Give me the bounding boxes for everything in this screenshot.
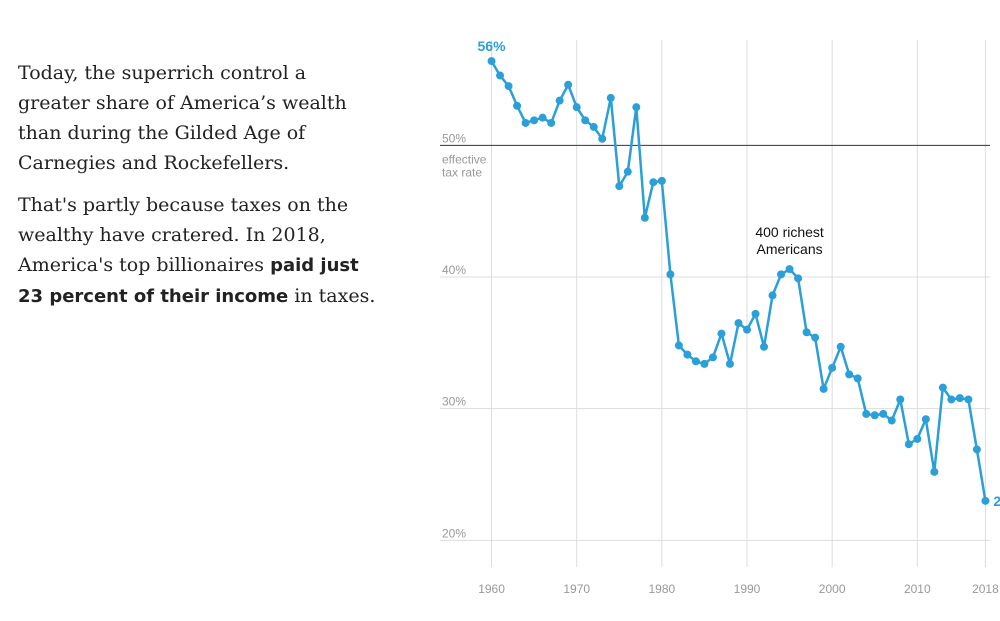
data-point: [887, 416, 896, 425]
data-point: [964, 395, 973, 404]
data-point: [632, 103, 641, 112]
gridlines: [440, 40, 990, 567]
axis-ticks: 20% 30% 40% 50% 1960 1970 1980 1990 2000 2010 2018: [442, 131, 999, 596]
data-point: [760, 342, 769, 351]
x-tick-label: 2000: [819, 582, 846, 596]
data-point: [845, 370, 854, 379]
data-point: [538, 113, 547, 122]
data-point: [555, 96, 564, 105]
data-point: [615, 182, 624, 191]
data-point: [794, 274, 803, 283]
data-point: [811, 333, 820, 342]
series-annotation: Americans: [757, 241, 823, 257]
reference-line-label: effective: [442, 152, 487, 166]
data-point: [828, 363, 837, 372]
data-point: [725, 359, 734, 368]
data-point: [879, 409, 888, 418]
data-point: [938, 383, 947, 392]
data-point: [513, 101, 522, 110]
data-point: [751, 309, 760, 318]
data-point: [504, 82, 513, 91]
data-point: [913, 434, 922, 443]
data-point: [708, 353, 717, 362]
intro-text: Today, the superrich control a greater s…: [18, 58, 378, 324]
data-point: [785, 265, 794, 274]
data-point: [853, 374, 862, 383]
x-tick-label: 1970: [563, 582, 590, 596]
series-lines: [490, 60, 987, 502]
data-point: [972, 445, 981, 454]
x-tick-label: 1960: [478, 582, 505, 596]
data-point: [521, 118, 530, 127]
data-point: [981, 496, 990, 505]
data-point: [836, 342, 845, 351]
data-point: [802, 328, 811, 337]
data-point: [606, 93, 615, 102]
data-point: [930, 467, 939, 476]
x-tick-label: 1980: [648, 582, 675, 596]
end-value-label: 23%: [993, 493, 1000, 509]
data-point: [691, 357, 700, 366]
data-point: [564, 80, 573, 89]
data-point: [717, 329, 726, 338]
data-point: [674, 341, 683, 350]
data-point: [777, 270, 786, 279]
data-point: [743, 325, 751, 334]
y-tick-label: 20%: [442, 526, 466, 540]
y-tick-label: 50%: [442, 131, 466, 145]
data-point: [657, 176, 666, 185]
data-point: [640, 213, 649, 222]
x-tick-label: 2018: [972, 582, 999, 596]
y-tick-label: 40%: [442, 263, 466, 277]
data-point: [734, 319, 743, 328]
data-point: [768, 291, 777, 300]
data-point: [487, 57, 496, 66]
data-point: [921, 415, 930, 424]
intro-paragraph-1: Today, the superrich control a greater s…: [18, 62, 347, 174]
intro-paragraph-2-start: That's partly because taxes on the wealt…: [18, 194, 349, 276]
y-tick-label: 30%: [442, 395, 466, 409]
data-point: [530, 116, 539, 125]
data-point: [598, 134, 607, 143]
data-point: [589, 122, 598, 131]
intro-paragraph-2-emphasis: paid just 23 percent of their income: [18, 255, 359, 307]
data-point: [896, 395, 905, 404]
x-tick-label: 2010: [904, 582, 931, 596]
data-point: [683, 350, 692, 359]
data-point: [581, 116, 590, 125]
series-annotation: 400 richest: [755, 224, 824, 240]
data-point: [870, 411, 879, 420]
data-point: [700, 359, 709, 368]
intro-paragraph-2: That's partly because taxes on the wealt…: [18, 190, 378, 312]
intro-paragraph-2-end: in taxes.: [288, 285, 376, 307]
data-point: [572, 103, 581, 112]
data-point: [623, 167, 632, 176]
data-point: [819, 384, 828, 393]
reference-line-label: tax rate: [442, 165, 482, 179]
data-point: [947, 395, 956, 404]
start-value-label: 56%: [478, 38, 507, 54]
x-tick-label: 1990: [734, 582, 761, 596]
data-point: [666, 270, 675, 279]
data-point: [547, 118, 556, 127]
series-points: [487, 57, 990, 505]
data-point: [955, 394, 964, 403]
series-line: [490, 60, 987, 502]
data-point: [649, 178, 658, 187]
data-point: [862, 409, 871, 418]
data-point: [496, 71, 505, 80]
data-point: [904, 440, 913, 449]
